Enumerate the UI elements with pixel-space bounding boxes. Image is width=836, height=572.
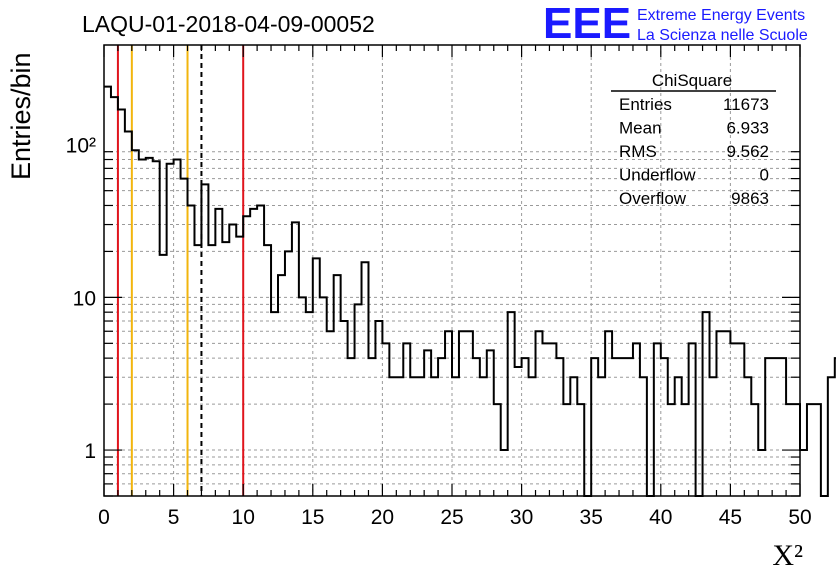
stats-label: Overflow [619, 189, 687, 208]
chart-title: LAQU-01-2018-04-09-00052 [82, 11, 375, 37]
axes-ticks [103, 45, 801, 497]
cut-lines [116, 45, 245, 496]
logo-line-1: Extreme Energy Events [637, 7, 805, 24]
stats-box: ChiSquare Entries 11673 Mean 6.933 RMS 9.562 U… [611, 71, 776, 208]
x-tick-label: 0 [98, 506, 110, 529]
x-tick-label: 10 [232, 506, 255, 529]
histogram-line [104, 85, 836, 497]
x-tick-label: 45 [719, 506, 742, 529]
y-tick-labels: 1 10 10² [66, 135, 96, 463]
x-tick-label: 5 [168, 506, 180, 529]
x-axis-label: X² [772, 539, 803, 572]
stats-label: Underflow [619, 166, 696, 185]
stats-value: 0 [760, 166, 769, 185]
x-tick-label: 25 [440, 506, 463, 529]
y-axis-label: Entries/bin [6, 52, 36, 180]
y-tick-label: 10² [66, 135, 96, 158]
x-tick-label: 50 [788, 506, 811, 529]
logo-eee: EEE [543, 0, 631, 48]
stats-value: 9863 [731, 189, 769, 208]
stats-title: ChiSquare [652, 71, 732, 90]
x-tick-labels: 0 5 10 15 20 25 30 35 40 45 50 [98, 506, 812, 529]
x-tick-label: 20 [371, 506, 394, 529]
x-tick-label: 40 [649, 506, 672, 529]
stats-label: Entries [619, 95, 672, 114]
y-tick-label: 1 [84, 440, 96, 463]
y-tick-label: 10 [73, 287, 96, 310]
stats-label: Mean [619, 119, 662, 138]
stats-label: RMS [619, 142, 657, 161]
x-tick-label: 30 [510, 506, 533, 529]
stats-value: 6.933 [726, 119, 769, 138]
stats-value: 9.562 [726, 142, 769, 161]
logo-line-2: La Scienza nelle Scuole [637, 27, 808, 44]
x-tick-label: 15 [301, 506, 324, 529]
x-tick-label: 35 [580, 506, 603, 529]
eee-logo: EEE Extreme Energy Events La Scienza nel… [543, 0, 808, 48]
stats-value: 11673 [723, 95, 769, 114]
